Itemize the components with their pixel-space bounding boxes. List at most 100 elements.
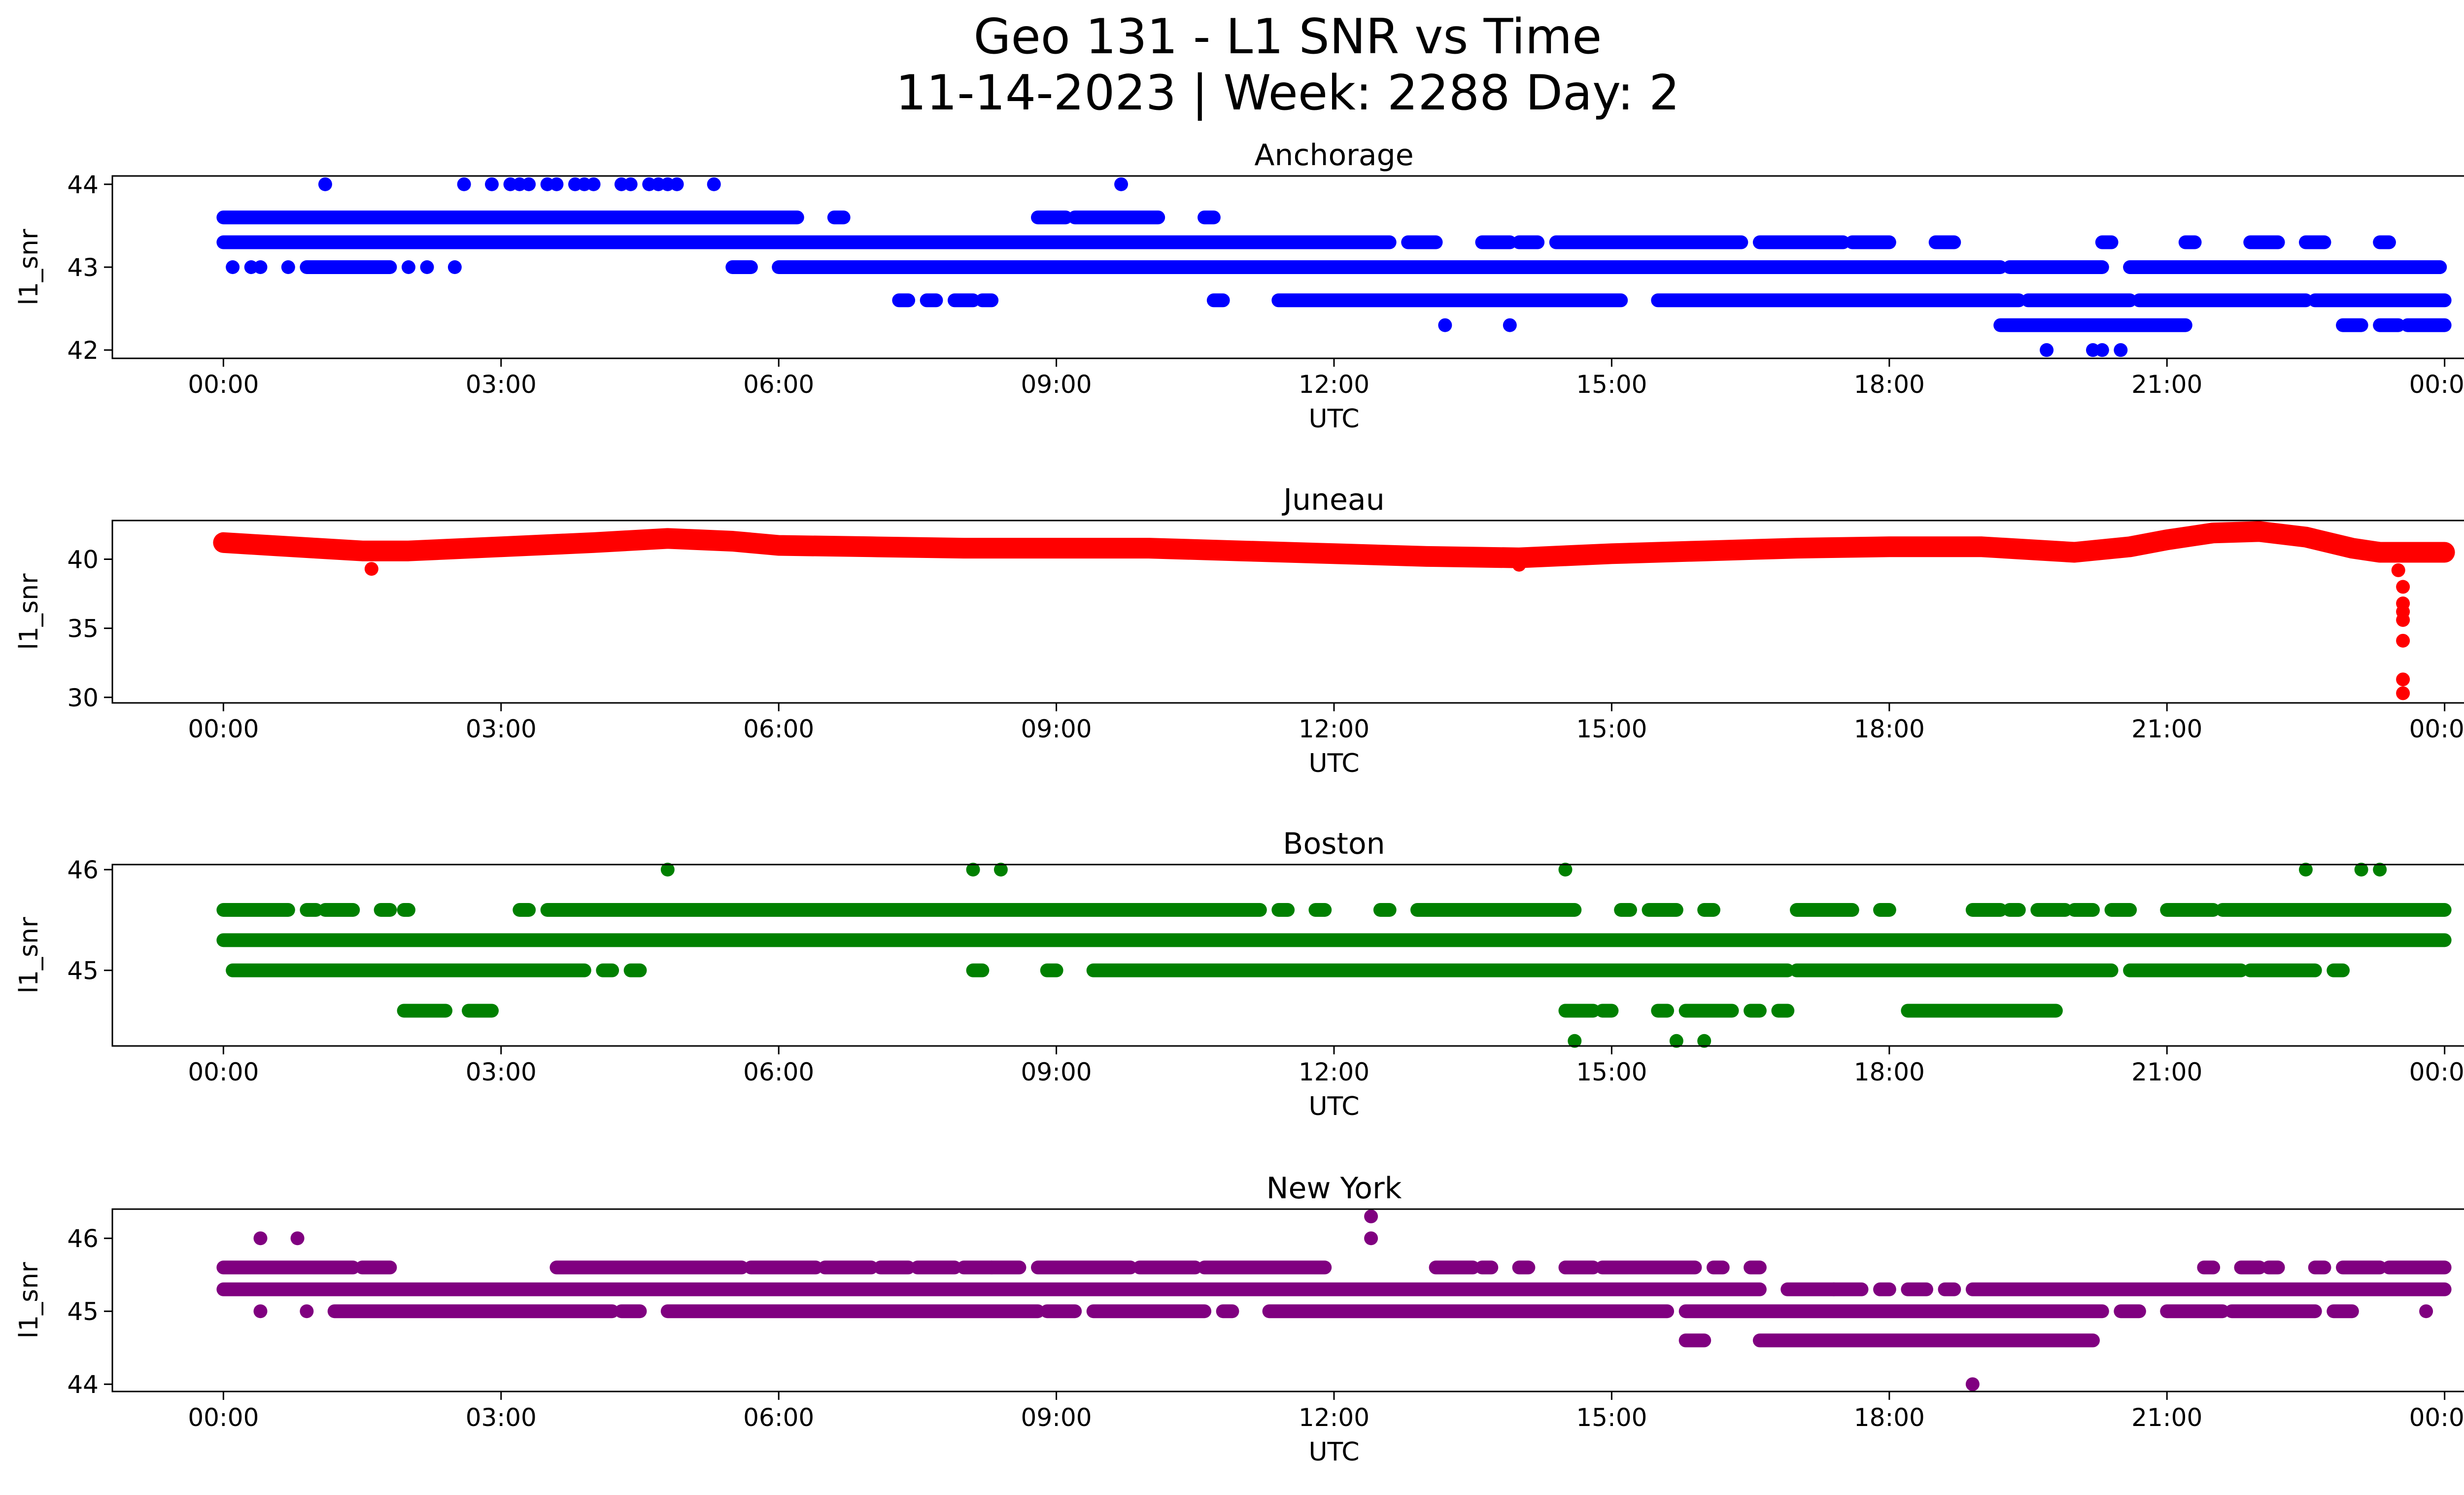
data-point xyxy=(484,177,499,191)
y-tick-label: 44 xyxy=(67,1370,99,1399)
data-point xyxy=(420,260,434,274)
x-tick-label: 00:00 xyxy=(2409,370,2464,399)
x-tick-label: 12:00 xyxy=(1299,1058,1369,1086)
y-tick-label: 40 xyxy=(67,545,99,574)
x-tick-label: 12:00 xyxy=(1299,1403,1369,1432)
boston-title: Boston xyxy=(1283,827,1385,861)
data-point xyxy=(586,177,601,191)
new-york-title: New York xyxy=(1266,1171,1402,1206)
juneau-y-axis-label: l1_snr xyxy=(14,573,44,650)
x-tick-label: 09:00 xyxy=(1021,370,1092,399)
x-tick-label: 00:00 xyxy=(188,1058,259,1086)
data-point xyxy=(522,177,536,191)
x-tick-label: 21:00 xyxy=(2131,1058,2202,1086)
x-tick-label: 15:00 xyxy=(1576,370,1647,399)
data-point xyxy=(1965,1377,1980,1391)
figure-title-line2: 11-14-2023 | Week: 2288 Day: 2 xyxy=(895,65,1680,121)
juneau-x-axis-label: UTC xyxy=(1308,749,1359,778)
y-tick-label: 46 xyxy=(67,1224,99,1253)
new-york-y-axis-label: l1_snr xyxy=(14,1262,44,1339)
x-tick-label: 00:00 xyxy=(2409,715,2464,743)
data-point xyxy=(660,863,675,877)
juneau-title: Juneau xyxy=(1281,483,1384,517)
data-point xyxy=(1568,1034,1582,1048)
x-tick-label: 18:00 xyxy=(1854,1403,1925,1432)
new-york-subplot: New York 00:00 03:00 06:00 09:00 12:00 15:00 18… xyxy=(14,1171,2464,1467)
x-tick-label: 00:00 xyxy=(188,715,259,743)
new-york-x-axis-label: UTC xyxy=(1308,1437,1359,1467)
x-tick-label: 06:00 xyxy=(743,715,814,743)
x-tick-label: 03:00 xyxy=(466,715,537,743)
data-point xyxy=(253,1304,268,1319)
data-point xyxy=(2396,580,2410,594)
x-tick-label: 06:00 xyxy=(743,370,814,399)
juneau-subplot: Juneau 00:00 03:00 06:00 09:00 12:00 15:00 18:0… xyxy=(14,483,2464,778)
anchorage-subplot: Anchorage 00:00 03:00 06:00 09:00 12:00 15:00 1… xyxy=(14,138,2464,434)
x-tick-label: 18:00 xyxy=(1854,370,1925,399)
x-tick-label: 03:00 xyxy=(466,370,537,399)
data-point xyxy=(253,1231,268,1246)
x-tick-label: 00:00 xyxy=(188,370,259,399)
x-tick-label: 15:00 xyxy=(1576,1058,1647,1086)
data-point xyxy=(2419,1304,2433,1319)
x-tick-label: 21:00 xyxy=(2131,715,2202,743)
anchorage-x-axis-label: UTC xyxy=(1308,404,1359,434)
x-tick-label: 00:00 xyxy=(2409,1403,2464,1432)
x-tick-label: 12:00 xyxy=(1299,715,1369,743)
boston-markers xyxy=(216,863,2452,1048)
data-point xyxy=(364,562,378,576)
x-tick-label: 00:00 xyxy=(2409,1058,2464,1086)
data-point xyxy=(2114,343,2128,357)
figure-title-line1: Geo 131 - L1 SNR vs Time xyxy=(973,9,1602,65)
x-tick-label: 03:00 xyxy=(466,1058,537,1086)
data-point xyxy=(993,863,1008,877)
y-tick-label: 45 xyxy=(67,957,99,985)
y-tick-label: 44 xyxy=(67,171,99,199)
x-tick-label: 21:00 xyxy=(2131,370,2202,399)
y-tick-label: 42 xyxy=(67,336,99,365)
data-point xyxy=(1512,557,1526,572)
figure-title: Geo 131 - L1 SNR vs Time 11-14-2023 | We… xyxy=(0,9,2464,121)
boston-axes-frame xyxy=(111,864,2464,1047)
x-tick-label: 06:00 xyxy=(743,1058,814,1086)
data-point xyxy=(2396,613,2410,627)
new-york-axes-frame xyxy=(111,1208,2464,1392)
x-tick-label: 15:00 xyxy=(1576,715,1647,743)
x-tick-label: 00:00 xyxy=(188,1403,259,1432)
anchorage-markers xyxy=(216,177,2452,357)
y-tick-label: 46 xyxy=(67,856,99,884)
boston-subplot: Boston 00:00 03:00 06:00 09:00 12:00 15:00 18:0… xyxy=(14,827,2464,1121)
anchorage-y-axis-label: l1_snr xyxy=(14,229,44,306)
data-point xyxy=(290,1231,305,1246)
data-point xyxy=(2298,863,2313,877)
data-point xyxy=(1364,1209,1378,1223)
data-trace xyxy=(213,521,2455,568)
data-point xyxy=(966,863,980,877)
x-tick-label: 06:00 xyxy=(743,1403,814,1432)
x-tick-label: 12:00 xyxy=(1299,370,1369,399)
x-tick-label: 03:00 xyxy=(466,1403,537,1432)
x-tick-label: 18:00 xyxy=(1854,715,1925,743)
data-point xyxy=(1558,863,1573,877)
data-point xyxy=(1364,1231,1378,1246)
x-tick-label: 21:00 xyxy=(2131,1403,2202,1432)
data-point xyxy=(2040,343,2054,357)
data-point xyxy=(623,177,638,191)
data-point xyxy=(300,1304,314,1319)
y-tick-label: 35 xyxy=(67,615,99,643)
data-point xyxy=(2396,672,2410,687)
anchorage-title: Anchorage xyxy=(1254,138,1413,173)
data-point xyxy=(226,260,240,274)
y-tick-label: 43 xyxy=(67,253,99,282)
boston-x-axis-label: UTC xyxy=(1308,1092,1359,1121)
data-point xyxy=(2396,686,2410,700)
data-point xyxy=(2391,563,2405,577)
data-point xyxy=(1669,1034,1683,1048)
data-point xyxy=(318,177,332,191)
juneau-markers xyxy=(213,521,2455,700)
x-tick-label: 09:00 xyxy=(1021,1058,1092,1086)
data-point xyxy=(1114,177,1129,191)
data-point xyxy=(2396,633,2410,648)
x-tick-label: 18:00 xyxy=(1854,1058,1925,1086)
x-tick-label: 09:00 xyxy=(1021,715,1092,743)
